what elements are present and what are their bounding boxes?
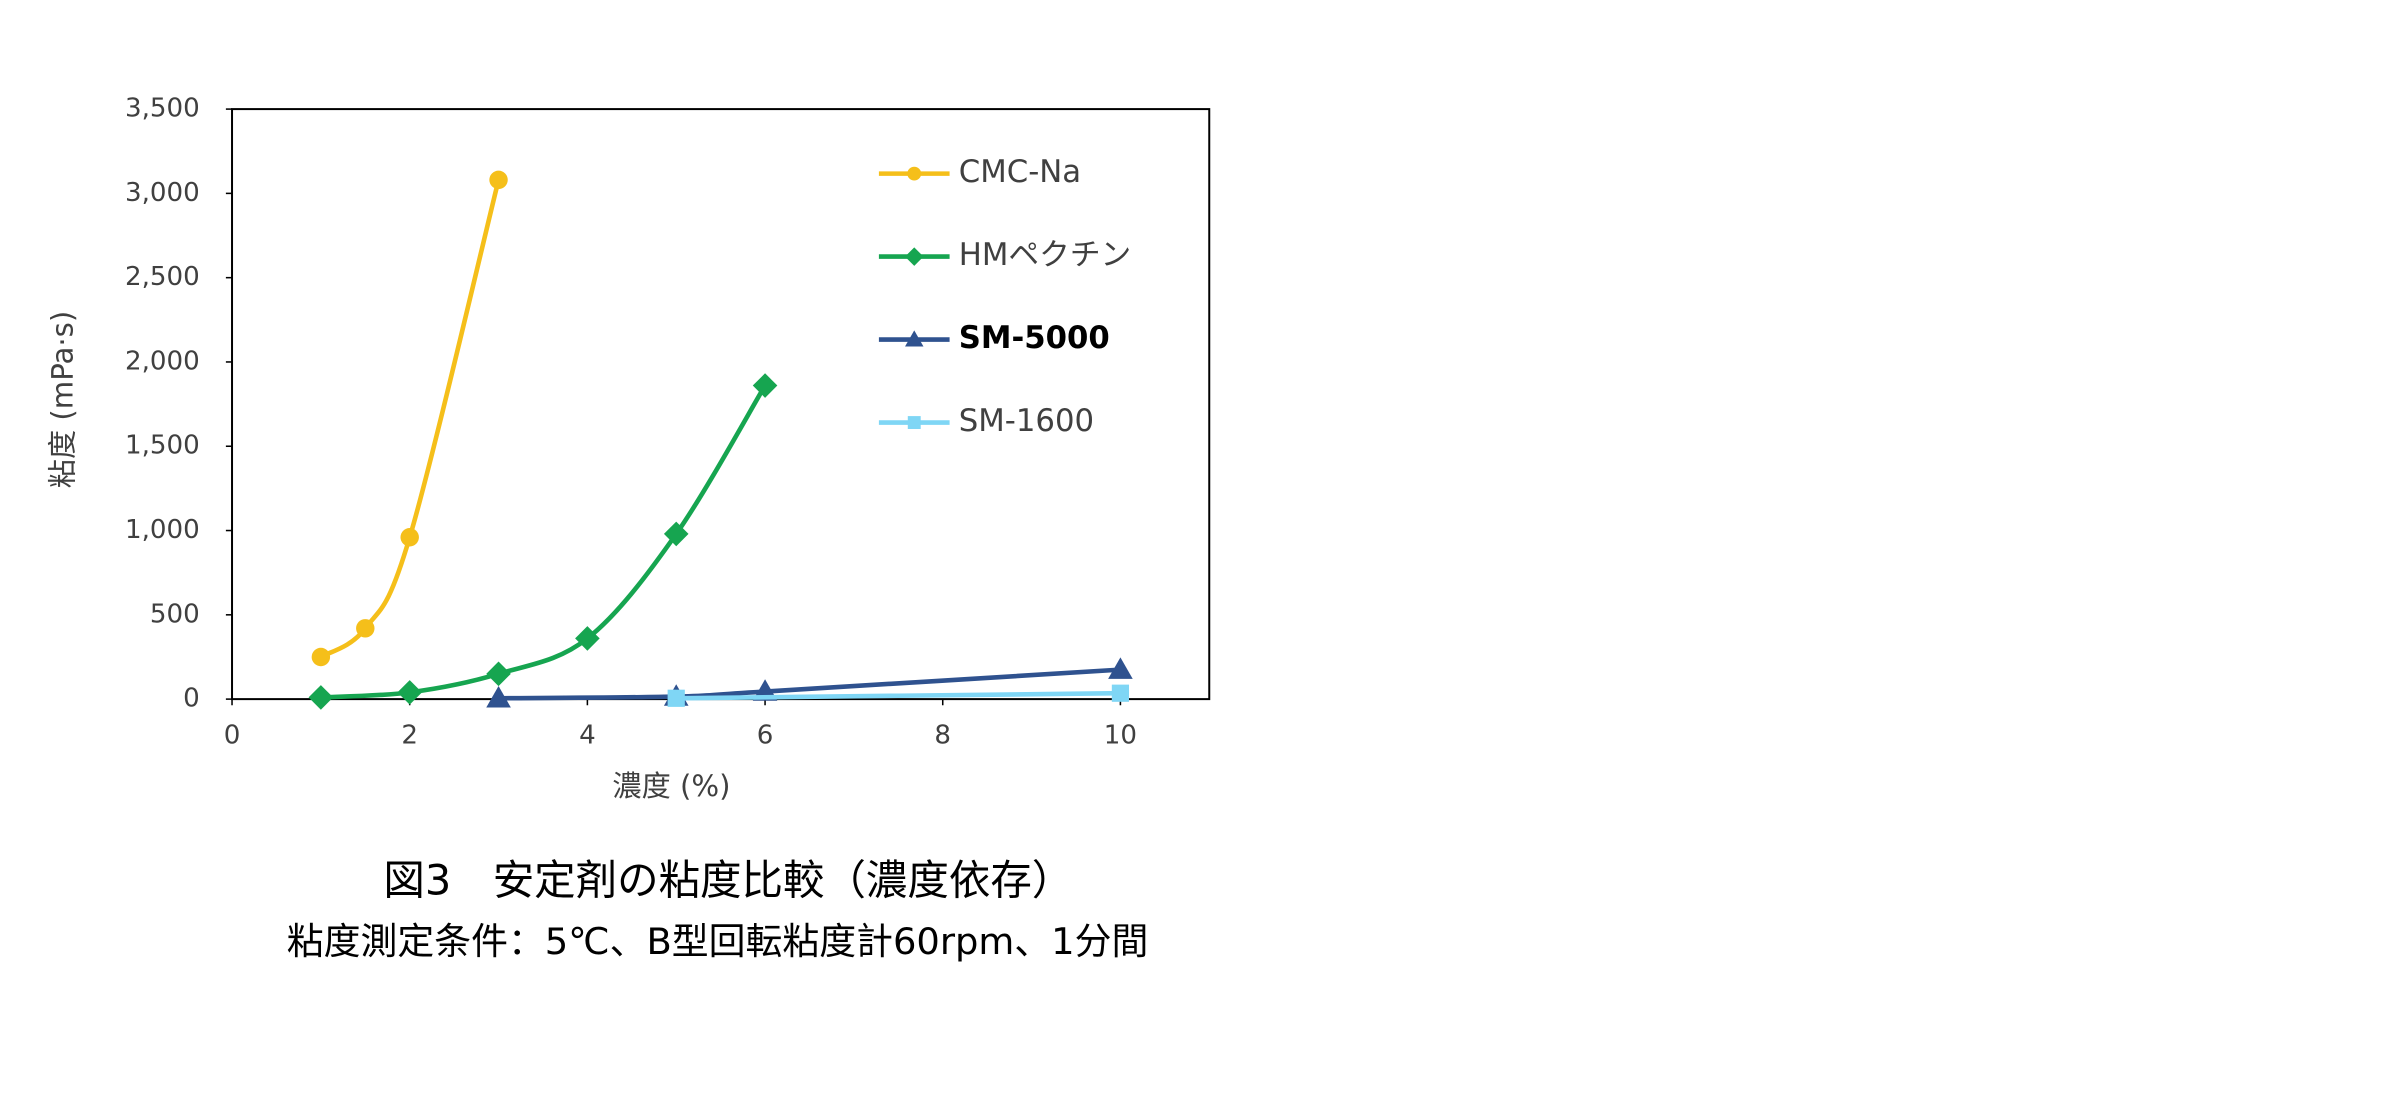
y-tick-label: 2,000 [125, 346, 200, 376]
x-axis-title: 濃度 (%) [612, 769, 730, 803]
marker [308, 685, 334, 710]
marker [1108, 657, 1133, 679]
chart-title: 図3 安定剤の粘度比較（濃度依存） [383, 855, 1073, 904]
legend-label: HMペクチン [959, 237, 1131, 273]
marker [486, 661, 511, 687]
marker [400, 528, 419, 547]
x-tick-label: 2 [401, 720, 418, 750]
marker [905, 330, 924, 347]
x-tick-label: 0 [224, 720, 241, 750]
marker [752, 373, 778, 398]
marker [486, 685, 511, 708]
marker [667, 689, 685, 707]
series-line [498, 667, 1121, 701]
y-tick-label: 1,000 [125, 515, 200, 545]
x-tick-label: 4 [579, 720, 596, 750]
x-tick-label: 8 [934, 720, 951, 750]
legend-label: SM-1600 [959, 403, 1094, 439]
y-tick-label: 1,500 [125, 431, 200, 461]
y-tick-label: 2,500 [125, 262, 200, 292]
legend-label: CMC-Na [959, 154, 1081, 190]
series-line [319, 179, 501, 660]
legend-label: SM-5000 [959, 320, 1110, 356]
marker [907, 166, 922, 181]
y-axis-title: 粘度 (mPa·s) [46, 311, 80, 489]
marker [489, 170, 508, 190]
y-tick-label: 0 [183, 684, 200, 714]
marker [311, 647, 331, 667]
marker [356, 619, 375, 638]
x-tick-label: 6 [757, 720, 774, 750]
chart-subtitle: 粘度測定条件：5℃、B型回転粘度計60rpm、1分間 [287, 920, 1149, 963]
y-tick-label: 500 [150, 599, 200, 629]
marker [905, 247, 924, 266]
series-line [676, 690, 1121, 701]
y-tick-label: 3,500 [125, 94, 200, 124]
marker [397, 680, 423, 705]
y-tick-label: 3,000 [125, 178, 200, 208]
x-tick-label: 10 [1104, 720, 1137, 750]
marker [1111, 684, 1130, 702]
marker [907, 416, 921, 429]
series-line [320, 384, 768, 700]
